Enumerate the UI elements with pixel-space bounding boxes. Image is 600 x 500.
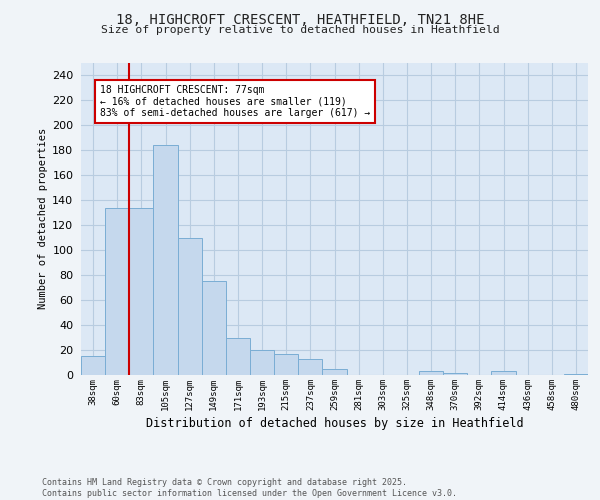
Text: Size of property relative to detached houses in Heathfield: Size of property relative to detached ho… — [101, 25, 499, 35]
Bar — [274, 354, 298, 375]
Bar — [105, 208, 129, 375]
Y-axis label: Number of detached properties: Number of detached properties — [38, 128, 48, 310]
Bar — [322, 369, 347, 375]
Bar — [250, 350, 274, 375]
Bar — [226, 338, 250, 375]
Text: 18, HIGHCROFT CRESCENT, HEATHFIELD, TN21 8HE: 18, HIGHCROFT CRESCENT, HEATHFIELD, TN21… — [116, 12, 484, 26]
Bar — [178, 238, 202, 375]
Bar — [154, 145, 178, 375]
Bar — [491, 371, 515, 375]
Bar — [202, 281, 226, 375]
Text: Contains HM Land Registry data © Crown copyright and database right 2025.
Contai: Contains HM Land Registry data © Crown c… — [42, 478, 457, 498]
Bar — [419, 371, 443, 375]
Bar — [443, 372, 467, 375]
Bar — [564, 374, 588, 375]
Bar — [298, 359, 322, 375]
Text: 18 HIGHCROFT CRESCENT: 77sqm
← 16% of detached houses are smaller (119)
83% of s: 18 HIGHCROFT CRESCENT: 77sqm ← 16% of de… — [100, 85, 371, 118]
Bar — [81, 356, 105, 375]
X-axis label: Distribution of detached houses by size in Heathfield: Distribution of detached houses by size … — [146, 417, 523, 430]
Bar — [129, 208, 154, 375]
